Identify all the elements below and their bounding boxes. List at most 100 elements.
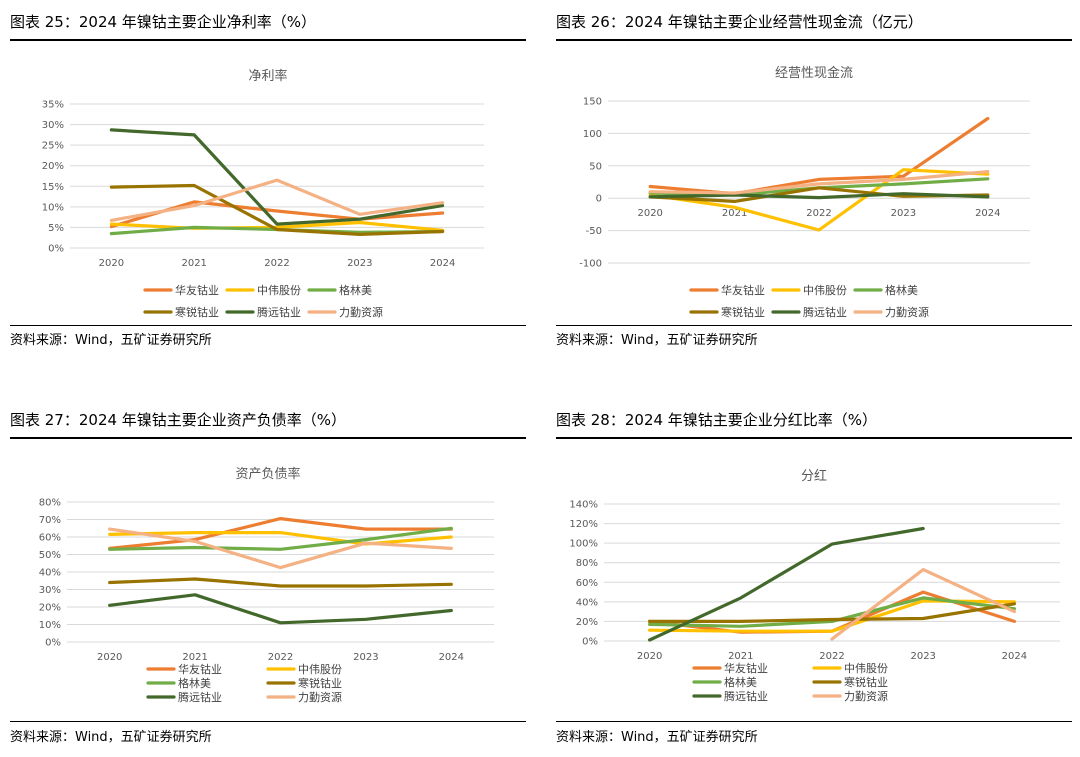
y-tick-label: 70% — [39, 515, 61, 526]
y-tick-label: 25% — [42, 141, 64, 152]
series-line — [109, 220, 445, 232]
legend-label: 腾远钴业 — [803, 305, 847, 319]
source-note: 资料来源：Wind，五矿证券研究所 — [556, 333, 758, 348]
chart-title: 经营性现金流 — [775, 65, 853, 81]
y-tick-label: 20% — [42, 161, 64, 172]
legend-label: 寒锐钴业 — [298, 676, 342, 690]
x-tick-label: 2024 — [975, 208, 1000, 219]
panel-title: 图表 26：2024 年镍钴主要企业经营性现金流（亿元） — [556, 13, 923, 31]
legend-label: 力勤资源 — [885, 305, 929, 319]
x-tick-label: 2022 — [806, 208, 831, 219]
chart-title: 分红 — [801, 468, 827, 484]
x-tick-label: 2021 — [181, 258, 206, 269]
series-line — [108, 527, 453, 570]
chart-panel: 图表 25：2024 年镍钴主要企业净利率（%） 净利率 0% 5% 10% 15% 20… — [10, 12, 526, 355]
y-tick-label: 80% — [39, 498, 61, 509]
x-tick-label: 2023 — [910, 651, 935, 662]
series-line — [108, 526, 453, 551]
y-tick-label: 20% — [39, 603, 61, 614]
x-tick-label: 2023 — [347, 258, 372, 269]
legend-label: 华友钴业 — [178, 662, 222, 676]
x-tick-label: 2024 — [1002, 651, 1027, 662]
bottom-rule — [10, 721, 526, 722]
y-tick-label: 50% — [39, 550, 61, 561]
legend-label: 寒锐钴业 — [721, 305, 765, 319]
y-tick-label: 100% — [569, 539, 598, 550]
y-tick-label: 40% — [39, 568, 61, 579]
y-tick-label: 100 — [583, 129, 602, 140]
series-line — [108, 593, 453, 625]
y-tick-label: 150 — [583, 97, 602, 108]
source-note: 资料来源：Wind，五矿证券研究所 — [10, 730, 212, 745]
panel-title: 图表 28：2024 年镍钴主要企业分红比率（%） — [556, 411, 878, 429]
series-line — [109, 128, 445, 226]
legend-label: 寒锐钴业 — [844, 675, 888, 689]
chart-operating-cash-flow: 经营性现金流 -100 -50 0 50 100 150 2020 2021 2022 2023 20… — [579, 65, 1030, 319]
y-tick-label: 10% — [39, 620, 61, 631]
panel-title: 图表 25：2024 年镍钴主要企业净利率（%） — [10, 13, 317, 31]
legend-label: 腾远钴业 — [178, 690, 222, 704]
legend-label: 中伟股份 — [844, 662, 888, 675]
series-line — [648, 192, 990, 200]
chart-dividend-ratio: 分红 0% 20% 40% 60% 80% 100% 120% 140% 2020 2021 2022… — [569, 468, 1060, 703]
y-tick-label: 30% — [42, 120, 64, 131]
y-tick-label: 15% — [42, 182, 64, 193]
y-tick-label: 35% — [42, 100, 64, 111]
y-tick-label: 0% — [48, 244, 64, 255]
x-tick-label: 2020 — [637, 651, 662, 662]
y-tick-label: 140% — [569, 500, 598, 511]
legend-label: 华友钴业 — [721, 283, 765, 297]
y-tick-label: 0% — [45, 638, 61, 649]
x-tick-label: 2021 — [182, 652, 207, 663]
y-tick-label: 60% — [576, 578, 598, 589]
legend-label: 寒锐钴业 — [175, 305, 219, 319]
legend-label: 腾远钴业 — [724, 689, 768, 703]
y-tick-label: 60% — [39, 533, 61, 544]
legend-label: 力勤资源 — [298, 690, 342, 704]
legend-label: 中伟股份 — [298, 663, 342, 676]
legend-label: 力勤资源 — [339, 305, 383, 319]
series-line — [108, 530, 453, 546]
title-rule — [10, 437, 526, 439]
chart-net-margin: 净利率 0% 5% 10% 15% 20% 25% 30% 35% 2020 2021 2022 202… — [42, 68, 484, 319]
y-tick-label: 30% — [39, 585, 61, 596]
chart-panel: 图表 28：2024 年镍钴主要企业分红比率（%） 分红 0% 20% 40% 60% 8… — [556, 410, 1072, 750]
title-rule — [556, 39, 1072, 41]
chart-title: 净利率 — [248, 68, 287, 84]
y-tick-label: 80% — [576, 558, 598, 569]
x-tick-label: 2020 — [97, 652, 122, 663]
legend-label: 华友钴业 — [175, 283, 219, 297]
chart-panel: 图表 26：2024 年镍钴主要企业经营性现金流（亿元） 经营性现金流 -100 -… — [556, 12, 1072, 355]
legend-label: 格林美 — [178, 676, 211, 690]
series-line — [108, 516, 453, 551]
x-tick-label: 2023 — [353, 652, 378, 663]
source-note: 资料来源：Wind，五矿证券研究所 — [556, 730, 758, 745]
legend-label: 中伟股份 — [803, 284, 847, 297]
x-tick-label: 2022 — [819, 651, 844, 662]
x-tick-label: 2020 — [637, 208, 662, 219]
series-line — [109, 183, 445, 236]
x-tick-label: 2020 — [99, 258, 124, 269]
x-tick-label: 2022 — [264, 258, 289, 269]
x-tick-label: 2024 — [439, 652, 464, 663]
legend-label: 腾远钴业 — [257, 305, 301, 319]
x-tick-label: 2022 — [268, 652, 293, 663]
chart-panel: 图表 27：2024 年镍钴主要企业资产负债率（%） 资产负债率 0% 10% 20%… — [10, 410, 526, 750]
x-tick-label: 2021 — [728, 651, 753, 662]
series-line — [647, 596, 1016, 628]
x-tick-label: 2024 — [430, 258, 455, 269]
legend-label: 格林美 — [339, 283, 372, 297]
bottom-rule — [556, 325, 1072, 326]
chart-title: 资产负债率 — [235, 466, 300, 482]
x-tick-label: 2021 — [722, 208, 747, 219]
source-note: 资料来源：Wind，五矿证券研究所 — [10, 333, 212, 348]
y-tick-label: 50 — [589, 161, 602, 172]
title-rule — [556, 437, 1072, 439]
y-tick-label: -50 — [586, 226, 602, 237]
y-tick-label: 0 — [596, 194, 602, 205]
series-line — [647, 602, 1016, 623]
legend-label: 格林美 — [885, 283, 918, 297]
y-tick-label: 0% — [582, 637, 598, 648]
y-tick-label: 120% — [569, 519, 598, 530]
legend-label: 中伟股份 — [257, 284, 301, 297]
